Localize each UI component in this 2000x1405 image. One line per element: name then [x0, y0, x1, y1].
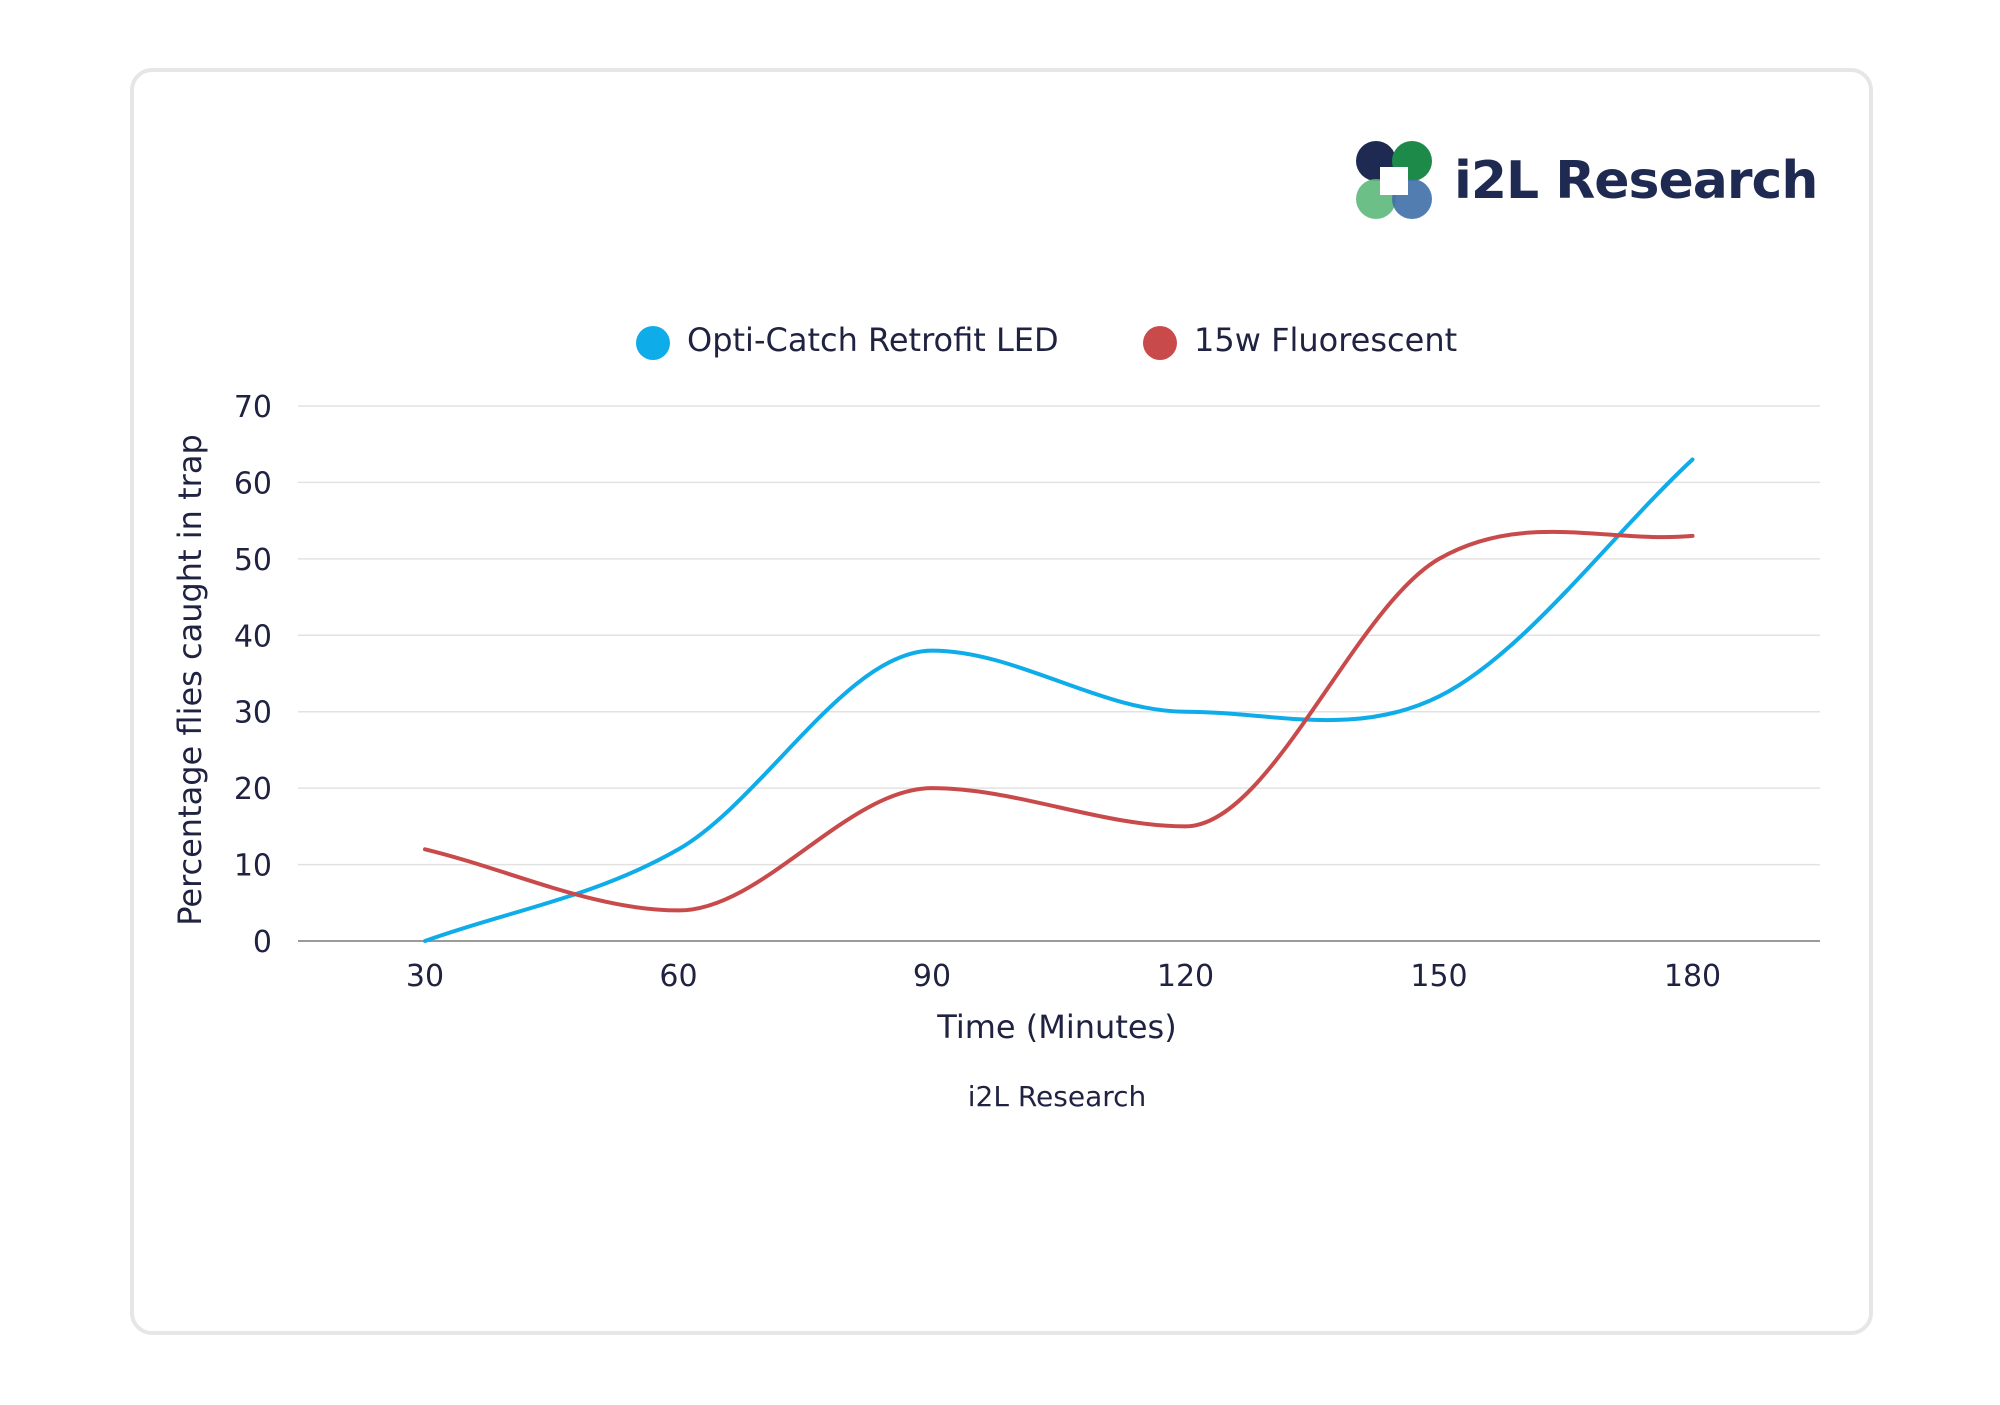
- y-tick-label: 40: [234, 619, 272, 654]
- x-tick-label: 180: [1664, 959, 1721, 994]
- legend-label: 15w Fluorescent: [1194, 321, 1457, 359]
- x-tick-label: 120: [1157, 959, 1214, 994]
- y-axis-label: Percentage flies caught in trap: [171, 434, 209, 926]
- y-tick-label: 10: [234, 849, 272, 884]
- y-tick-label: 20: [234, 772, 272, 807]
- brand-logo: i2L Research: [1350, 136, 1818, 226]
- y-tick-label: 60: [234, 466, 272, 501]
- x-axis-label: Time (Minutes): [936, 1008, 1176, 1046]
- series-line-1: [423, 457, 1695, 943]
- legend-item-1[interactable]: Opti-Catch Retrofit LED: [636, 321, 1059, 360]
- x-axis-ticks: 30 60 90 120 150 180: [406, 959, 1721, 994]
- gridlines: [298, 405, 1820, 942]
- y-axis-ticks: 0 10 20 30 40 50 60 70: [234, 390, 272, 960]
- legend-marker-icon: [636, 326, 670, 360]
- y-tick-label: 70: [234, 390, 272, 425]
- x-tick-label: 60: [659, 959, 697, 994]
- legend-marker-icon: [1143, 326, 1177, 360]
- series-lines: [423, 457, 1695, 943]
- series-line-2: [423, 529, 1695, 913]
- legend: Opti-Catch Retrofit LED 15w Fluorescent: [636, 321, 1457, 360]
- chart-caption: i2L Research: [968, 1080, 1147, 1113]
- legend-item-2[interactable]: 15w Fluorescent: [1143, 321, 1457, 360]
- brand-name: i2L Research: [1454, 151, 1818, 211]
- y-tick-label: 50: [234, 543, 272, 578]
- legend-label: Opti-Catch Retrofit LED: [687, 321, 1059, 359]
- chart-card: [130, 68, 1873, 1335]
- y-tick-label: 30: [234, 696, 272, 731]
- y-tick-label: 0: [253, 925, 272, 960]
- x-tick-label: 30: [406, 959, 444, 994]
- x-tick-label: 150: [1410, 959, 1467, 994]
- i2l-logo-icon: [1356, 141, 1432, 219]
- x-tick-label: 90: [913, 959, 951, 994]
